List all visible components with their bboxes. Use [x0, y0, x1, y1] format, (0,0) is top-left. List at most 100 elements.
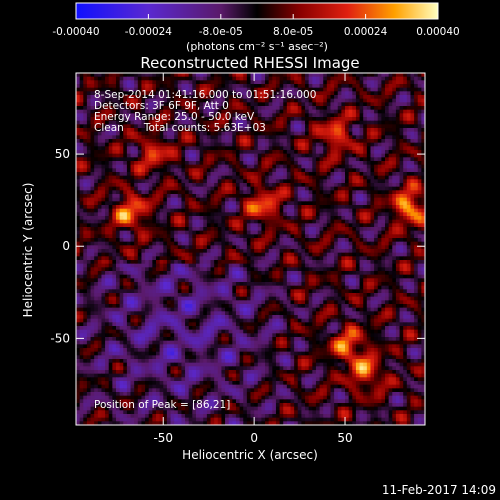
- heatmap-cell: [181, 197, 186, 202]
- heatmap-cell: [145, 238, 150, 243]
- heatmap-cell: [359, 91, 364, 96]
- heatmap-cell: [265, 76, 270, 81]
- heatmap-cell: [326, 109, 331, 114]
- heatmap-cell: [239, 238, 244, 243]
- heatmap-cell: [323, 175, 328, 180]
- heatmap-cell: [206, 95, 211, 100]
- heatmap-cell: [108, 205, 113, 210]
- heatmap-cell: [228, 76, 233, 81]
- heatmap-cell: [174, 252, 179, 257]
- heatmap-cell: [174, 161, 179, 166]
- heatmap-cell: [83, 80, 88, 85]
- heatmap-cell: [181, 186, 186, 191]
- heatmap-cell: [315, 135, 320, 140]
- heatmap-cell: [126, 153, 131, 158]
- heatmap-cell: [374, 91, 379, 96]
- heatmap-cell: [363, 234, 368, 239]
- heatmap-cell: [370, 230, 375, 235]
- heatmap-cell: [246, 142, 251, 147]
- heatmap-cell: [174, 150, 179, 155]
- heatmap-cell: [279, 102, 284, 107]
- heatmap-cell: [148, 208, 153, 213]
- heatmap-cell: [279, 194, 284, 199]
- heatmap-cell: [272, 91, 277, 96]
- heatmap-cell: [221, 175, 226, 180]
- heatmap-cell: [275, 164, 280, 169]
- heatmap-cell: [250, 76, 255, 81]
- heatmap-cell: [155, 212, 161, 217]
- heatmap-cell: [221, 234, 226, 239]
- heatmap-cell: [366, 150, 371, 155]
- heatmap-cell: [257, 153, 262, 158]
- heatmap-cell: [185, 197, 190, 202]
- heatmap-cell: [312, 197, 317, 202]
- heatmap-cell: [83, 98, 88, 103]
- heatmap-cell: [417, 124, 422, 129]
- heatmap-cell: [305, 238, 310, 243]
- heatmap-cell: [392, 109, 397, 114]
- heatmap-cell: [388, 216, 393, 221]
- heatmap-cell: [101, 131, 106, 136]
- heatmap-cell: [257, 135, 262, 140]
- heatmap-cell: [312, 245, 317, 250]
- heatmap-cell: [130, 117, 135, 122]
- heatmap-cell: [370, 135, 375, 140]
- heatmap-cell: [261, 113, 266, 118]
- heatmap-cell: [395, 241, 400, 246]
- heatmap-cell: [319, 205, 324, 210]
- heatmap-cell: [312, 128, 317, 133]
- heatmap-cell: [145, 256, 150, 261]
- heatmap-cell: [108, 186, 113, 191]
- heatmap-cell: [366, 161, 371, 166]
- heatmap-cell: [239, 241, 244, 246]
- heatmap-cell: [232, 131, 237, 136]
- heatmap-cell: [217, 256, 222, 261]
- heatmap-cell: [395, 80, 400, 85]
- heatmap-cell: [261, 219, 266, 224]
- heatmap-cell: [323, 216, 328, 221]
- heatmap-cell: [141, 91, 146, 96]
- heatmap-cell: [275, 249, 280, 254]
- heatmap-cell: [268, 84, 273, 89]
- heatmap-cell: [152, 245, 157, 250]
- heatmap-cell: [363, 91, 368, 96]
- heatmap-cell: [185, 183, 190, 188]
- heatmap-cell: [166, 153, 171, 158]
- heatmap-cell: [235, 256, 240, 261]
- heatmap-cell: [221, 201, 226, 206]
- heatmap-cell: [395, 135, 400, 140]
- heatmap-cell: [337, 142, 342, 147]
- heatmap-cell: [388, 175, 393, 180]
- heatmap-cell: [366, 260, 371, 265]
- heatmap-cell: [115, 106, 121, 111]
- heatmap-cell: [308, 124, 313, 129]
- heatmap-cell: [101, 212, 106, 217]
- heatmap-cell: [301, 249, 306, 254]
- heatmap-cell: [210, 212, 215, 217]
- heatmap-cell: [166, 142, 171, 147]
- heatmap-cell: [195, 219, 201, 224]
- heatmap-cell: [355, 252, 360, 257]
- heatmap-cell: [326, 256, 331, 261]
- heatmap-cell: [250, 128, 255, 133]
- heatmap-cell: [163, 161, 168, 166]
- heatmap-cell: [221, 80, 226, 85]
- heatmap-cell: [210, 227, 215, 232]
- heatmap-cell: [243, 146, 248, 151]
- heatmap-cell: [90, 124, 95, 129]
- heatmap-cell: [214, 260, 219, 265]
- heatmap-cell: [155, 216, 161, 221]
- heatmap-cell: [225, 260, 230, 265]
- heatmap-cell: [214, 194, 219, 199]
- heatmap-cell: [137, 260, 142, 265]
- heatmap-cell: [137, 73, 142, 78]
- heatmap-cell: [239, 249, 244, 254]
- heatmap-cell: [177, 135, 182, 140]
- heatmap-cell: [410, 117, 415, 122]
- heatmap-cell: [243, 245, 248, 250]
- heatmap-cell: [105, 212, 110, 217]
- heatmap-cell: [214, 150, 219, 155]
- heatmap-cell: [315, 153, 320, 158]
- heatmap-cell: [221, 208, 226, 213]
- heatmap-cell: [97, 84, 102, 89]
